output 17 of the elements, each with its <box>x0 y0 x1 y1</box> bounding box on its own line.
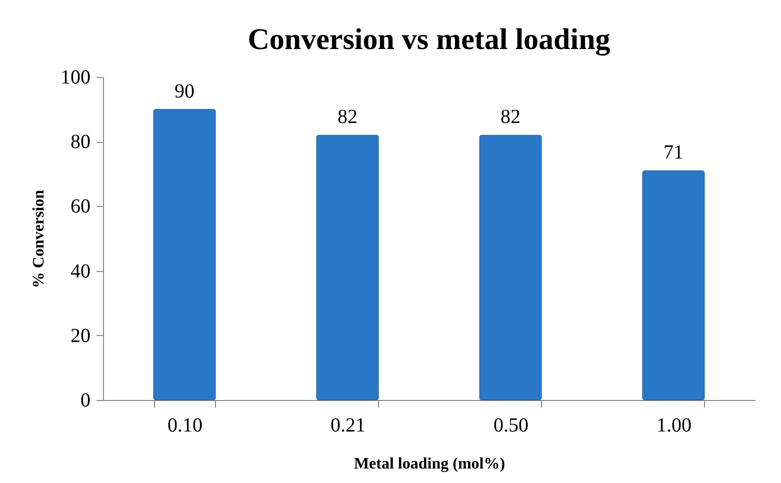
y-tick-label: 20 <box>70 324 90 347</box>
y-tick-label: 60 <box>70 196 90 218</box>
y-tick-label: 80 <box>70 131 90 154</box>
y-tick-label: 0 <box>80 390 90 412</box>
y-axis-title: % Conversion <box>30 190 48 288</box>
data-label: 82 <box>500 106 520 128</box>
y-tick-label: 40 <box>70 260 90 282</box>
chart-title: Conversion vs metal loading <box>248 23 610 56</box>
x-tick-label: 0.10 <box>168 414 202 436</box>
data-label: 90 <box>174 80 194 102</box>
y-tick-label: 100 <box>60 66 90 88</box>
data-label: 82 <box>338 106 358 128</box>
x-axis-title: Metal loading (mol%) <box>354 456 506 472</box>
x-tick-label: 0.21 <box>330 414 366 436</box>
x-tick-label: 0.50 <box>494 414 528 436</box>
x-tick-label: 1.00 <box>656 414 692 436</box>
data-label: 71 <box>664 142 684 164</box>
